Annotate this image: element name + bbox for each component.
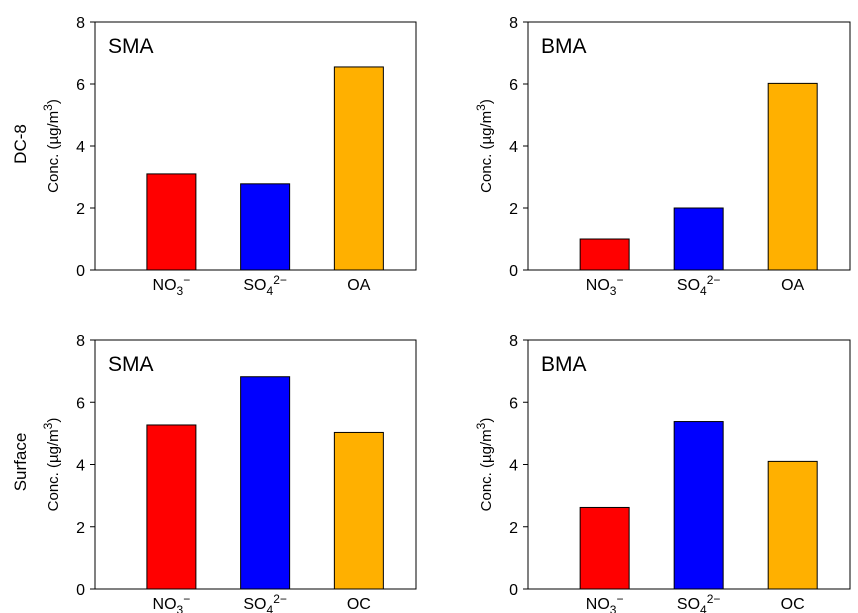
x-category-label: OC: [347, 596, 371, 613]
bar: [579, 238, 630, 271]
x-category-label: OC: [781, 596, 805, 613]
y-tick-label: 8: [76, 333, 85, 350]
y-tick-label: 8: [509, 15, 518, 32]
y-tick-label: 6: [76, 395, 85, 412]
y-tick-label: 2: [509, 201, 518, 218]
y-tick-label: 2: [76, 201, 85, 218]
y-tick-label: 4: [76, 458, 85, 475]
y-axis-label: Conc. (µg/m3): [474, 418, 495, 512]
x-category-label: OA: [347, 277, 370, 294]
x-category-label: SO42−: [243, 273, 287, 298]
panel-label: SMA: [108, 353, 154, 376]
row-label-dc8: DC-8: [11, 124, 30, 164]
y-tick-label: 4: [509, 458, 518, 475]
panel-dc8-bma: 0 2 4 6 8 Conc. (µg/m3) BMA NO3− SO42− OA: [474, 15, 851, 298]
bar: [333, 66, 384, 271]
bar: [673, 421, 724, 590]
y-tick-label: 0: [76, 263, 85, 280]
y-tick-label: 6: [76, 77, 85, 94]
y-tick-label: 2: [509, 520, 518, 537]
bar: [240, 183, 291, 271]
bar: [146, 173, 197, 271]
panel-dc8-sma: 0 2 4 6 8 Conc. (µg/m3) SMA NO3− SO42− OA: [41, 15, 417, 298]
panel-label: SMA: [108, 35, 154, 58]
y-tick-label: 0: [76, 582, 85, 599]
y-tick-label: 2: [76, 520, 85, 537]
x-category-label: NO3−: [153, 273, 191, 298]
y-tick-label: 6: [509, 77, 518, 94]
y-axis-label: Conc. (µg/m3): [474, 99, 495, 193]
x-category-label: SO42−: [677, 273, 721, 298]
x-category-label: NO3−: [153, 592, 191, 613]
y-axis-label: Conc. (µg/m3): [41, 99, 62, 193]
bar: [333, 431, 384, 590]
y-tick-label: 8: [509, 333, 518, 350]
y-tick-label: 8: [76, 15, 85, 32]
bar: [146, 424, 197, 590]
bar: [767, 82, 818, 271]
x-category-label: SO42−: [243, 592, 287, 613]
y-tick-label: 0: [509, 582, 518, 599]
panel-label: BMA: [541, 353, 587, 376]
x-category-label: NO3−: [586, 273, 624, 298]
panel-surface-bma: 0 2 4 6 8 Conc. (µg/m3) BMA NO3− SO42− OC: [474, 333, 851, 613]
y-axis-label: Conc. (µg/m3): [41, 418, 62, 512]
row-label-surface: Surface: [11, 433, 30, 492]
bar: [240, 376, 291, 590]
x-category-label: SO42−: [677, 592, 721, 613]
x-category-label: OA: [781, 277, 804, 294]
panel-label: BMA: [541, 35, 587, 58]
y-tick-label: 6: [509, 395, 518, 412]
y-tick-label: 4: [76, 139, 85, 156]
bar: [767, 460, 818, 590]
bar: [673, 207, 724, 271]
x-category-label: NO3−: [586, 592, 624, 613]
panel-surface-sma: 0 2 4 6 8 Conc. (µg/m3) SMA NO3− SO42− OC: [41, 333, 417, 613]
bar: [579, 506, 630, 590]
y-tick-label: 4: [509, 139, 518, 156]
y-tick-label: 0: [509, 263, 518, 280]
